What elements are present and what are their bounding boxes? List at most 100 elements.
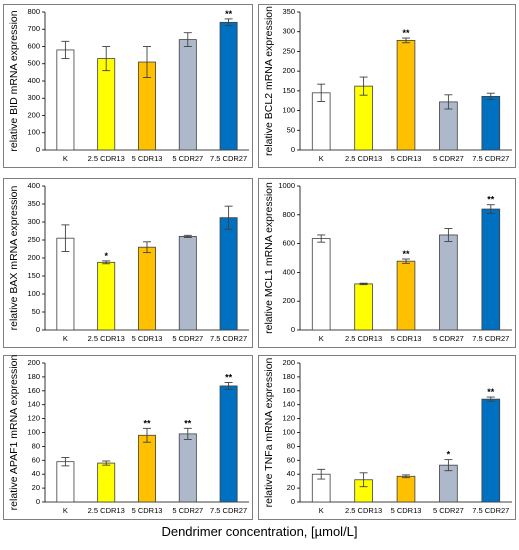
x-tick-label: 5 CDR27 xyxy=(172,154,203,163)
bar-k xyxy=(56,461,75,503)
significance-mark: * xyxy=(104,251,108,261)
y-tick-label: 150 xyxy=(282,86,295,95)
y-tick-label: 180 xyxy=(282,372,295,381)
y-tick-label: 120 xyxy=(282,414,295,423)
y-tick-label: 1000 xyxy=(278,181,295,190)
bar-2-5-cdr13 xyxy=(354,85,373,151)
y-tick-label: 400 xyxy=(27,181,40,190)
y-tick-label: 200 xyxy=(27,358,40,367)
bar-7-5-cdr27 xyxy=(481,208,501,331)
y-tick-label: 20 xyxy=(287,483,295,492)
y-tick-label: 140 xyxy=(27,400,40,409)
y-tick-label: 800 xyxy=(282,210,295,219)
bar-5-cdr27 xyxy=(178,433,197,503)
chart-panel-4: relative MCL1 mRNA expression 0 200 400 600 8… xyxy=(258,178,516,348)
x-tick-label: 5 CDR13 xyxy=(391,506,422,515)
significance-mark: ** xyxy=(402,249,410,259)
y-tick-label: 400 xyxy=(27,76,40,85)
y-tick-label: 0 xyxy=(291,145,295,154)
chart-panel-3: relative BAX mRNA expression 0 50 100 150 200… xyxy=(3,178,253,348)
y-tick-label: 200 xyxy=(282,296,295,305)
x-tick-label: 7.5 CDR27 xyxy=(210,154,247,163)
bar-5-cdr27 xyxy=(178,235,197,331)
y-tick-label: 200 xyxy=(27,253,40,262)
bar-7-5-cdr27 xyxy=(219,385,238,503)
x-tick-label: 5 CDR13 xyxy=(391,154,422,163)
y-tick-label: 50 xyxy=(287,125,295,134)
y-tick-label: 300 xyxy=(27,93,40,102)
y-axis-label: relative TNFa mRNA expression xyxy=(263,357,275,507)
bar-7-5-cdr27 xyxy=(219,21,238,151)
x-tick-label: 7.5 CDR27 xyxy=(210,334,247,343)
y-tick-label: 200 xyxy=(282,66,295,75)
panel-frame xyxy=(258,178,516,348)
significance-mark: ** xyxy=(487,195,495,205)
y-tick-label: 50 xyxy=(32,307,40,316)
x-tick-label: 5 CDR27 xyxy=(172,334,203,343)
x-tick-label: 5 CDR27 xyxy=(172,506,203,515)
x-tick-label: 7.5 CDR27 xyxy=(472,334,509,343)
x-tick-label: 2.5 CDR13 xyxy=(345,334,382,343)
bar-k xyxy=(311,238,331,331)
x-tick-label: K xyxy=(319,506,324,515)
bar-5-cdr27 xyxy=(178,39,197,151)
y-axis-label: relative BAX mRNA expression xyxy=(8,185,20,330)
bar-5-cdr13 xyxy=(138,246,156,331)
y-tick-label: 60 xyxy=(32,455,40,464)
y-tick-label: 160 xyxy=(27,386,40,395)
y-tick-label: 600 xyxy=(282,239,295,248)
x-tick-label: 2.5 CDR13 xyxy=(88,506,125,515)
y-tick-label: 300 xyxy=(27,217,40,226)
x-tick-label: 5 CDR13 xyxy=(132,334,163,343)
y-tick-label: 200 xyxy=(27,110,40,119)
x-tick-label: 2.5 CDR13 xyxy=(88,154,125,163)
bar-2-5-cdr13 xyxy=(97,58,116,151)
y-tick-label: 250 xyxy=(27,235,40,244)
x-tick-label: 5 CDR13 xyxy=(391,334,422,343)
x-tick-label: K xyxy=(63,154,68,163)
y-tick-label: 100 xyxy=(27,128,40,137)
x-tick-label: 2.5 CDR13 xyxy=(345,506,382,515)
y-axis-label: relative MCL1 mRNA expression xyxy=(263,182,275,334)
y-tick-label: 180 xyxy=(27,372,40,381)
y-axis-label: relative BCL2 mRNA expression xyxy=(263,6,275,156)
y-tick-label: 80 xyxy=(32,441,40,450)
bar-2-5-cdr13 xyxy=(97,261,116,331)
x-tick-label: 7.5 CDR27 xyxy=(472,154,509,163)
bar-7-5-cdr27 xyxy=(219,217,238,331)
bar-7-5-cdr27 xyxy=(481,398,501,503)
significance-mark: ** xyxy=(143,418,151,428)
y-tick-label: 350 xyxy=(282,7,295,16)
x-tick-label: 2.5 CDR13 xyxy=(88,334,125,343)
chart-panel-2: relative BCL2 mRNA expression 0 50 100 150 20… xyxy=(258,4,516,168)
y-tick-label: 0 xyxy=(291,325,295,334)
y-axis-label: relative BID mRNA expression xyxy=(8,10,20,151)
y-tick-label: 200 xyxy=(282,358,295,367)
shared-x-axis-title: Dendrimer concentration, [µmol/L] xyxy=(161,524,358,539)
bar-5-cdr13 xyxy=(396,475,416,503)
y-tick-label: 800 xyxy=(27,7,40,16)
x-tick-label: K xyxy=(63,506,68,515)
bar-2-5-cdr13 xyxy=(354,283,373,331)
significance-mark: ** xyxy=(225,9,233,19)
y-axis-label: relative APAF1 mRNA expression xyxy=(8,355,20,511)
x-tick-label: K xyxy=(63,334,68,343)
x-tick-label: 7.5 CDR27 xyxy=(472,506,509,515)
x-tick-label: 5 CDR27 xyxy=(433,506,464,515)
bar-7-5-cdr27 xyxy=(481,95,501,151)
y-tick-label: 500 xyxy=(27,59,40,68)
bar-5-cdr13 xyxy=(138,434,156,503)
x-tick-label: 5 CDR27 xyxy=(433,154,464,163)
significance-mark: ** xyxy=(225,372,233,382)
y-tick-label: 40 xyxy=(287,469,295,478)
y-tick-label: 120 xyxy=(27,414,40,423)
y-tick-label: 350 xyxy=(27,199,40,208)
significance-mark: ** xyxy=(487,387,495,397)
y-tick-label: 80 xyxy=(287,441,295,450)
significance-mark: ** xyxy=(402,28,410,38)
y-tick-label: 100 xyxy=(27,427,40,436)
y-tick-label: 100 xyxy=(282,427,295,436)
y-tick-label: 700 xyxy=(27,24,40,33)
chart-panel-6: relative TNFa mRNA expression 0 20 40 60 80 10… xyxy=(258,355,516,520)
bar-5-cdr13 xyxy=(396,39,416,151)
